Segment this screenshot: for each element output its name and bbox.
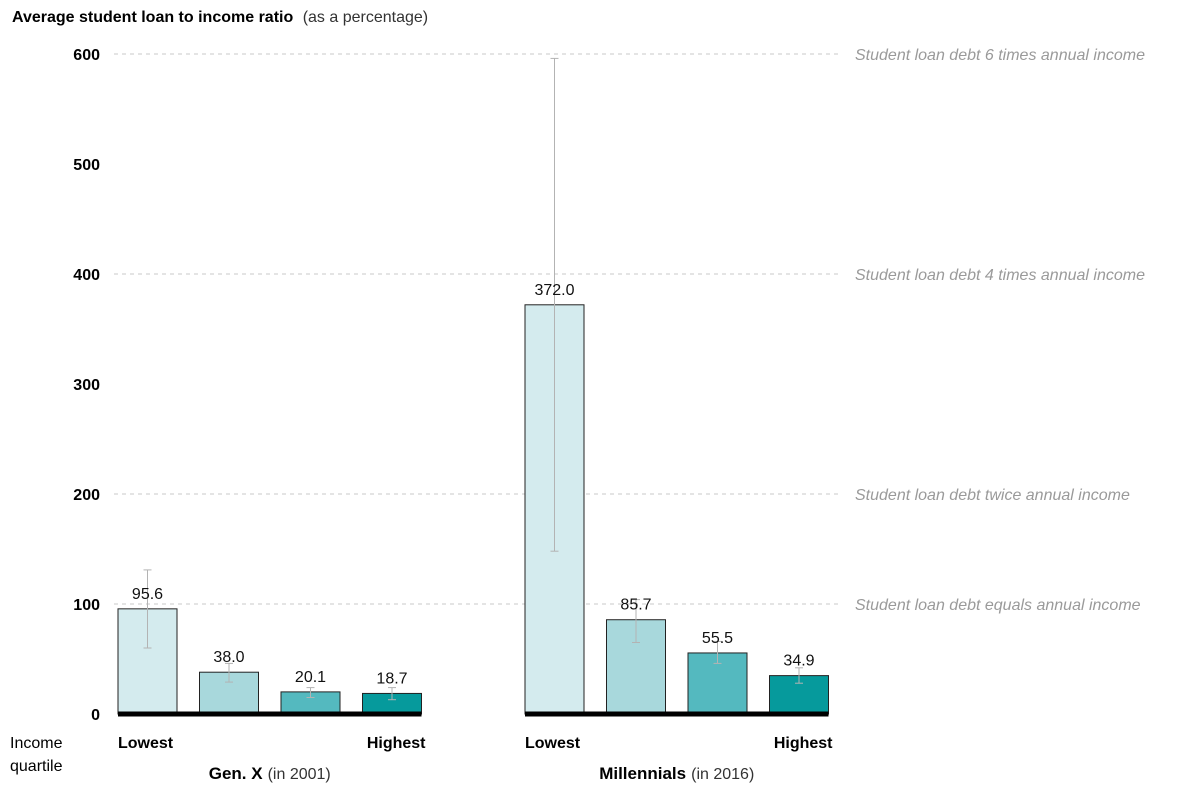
value-label-0-2: 20.1 (295, 669, 326, 686)
group-0: 95.6 38.0 20.1 18.7 (117, 569, 422, 717)
reference-label-600: Student loan debt 6 times annual income (855, 47, 1145, 64)
group-note-0: (in 2001) (268, 766, 331, 783)
y-tick-label-500: 500 (73, 157, 100, 174)
y-tick-label-400: 400 (73, 267, 100, 284)
y-tick-label-600: 600 (73, 47, 100, 64)
reference-label-100: Student loan debt equals annual income (855, 597, 1141, 614)
quartile-high-label-0: Highest (367, 735, 426, 752)
chart-title-note: (as a percentage) (303, 9, 428, 26)
value-label-1-1: 85.7 (620, 597, 651, 614)
value-label-1-3: 34.9 (783, 653, 814, 670)
chart-title-main: Average student loan to income ratio (12, 9, 293, 26)
bar-series: 95.6 38.0 20.1 18.7 372.0 85.7 55.5 34.9 (117, 57, 829, 717)
y-tick-label-100: 100 (73, 597, 100, 614)
quartile-low-label-1: Lowest (525, 735, 581, 752)
quartile-high-label-1: Highest (774, 735, 833, 752)
group-note-1: (in 2016) (691, 766, 754, 783)
value-label-0-1: 38.0 (213, 649, 244, 666)
value-label-1-2: 55.5 (702, 630, 733, 647)
value-label-1-0: 372.0 (534, 282, 574, 299)
group-1: 372.0 85.7 55.5 34.9 (524, 57, 829, 717)
group-label-1: Millennials (in 2016) (599, 764, 754, 783)
group-name-1: Millennials (599, 764, 686, 783)
reference-lines: Student loan debt 6 times annual income S… (114, 47, 1145, 614)
y-tick-label-300: 300 (73, 377, 100, 394)
y-tick-label-0: 0 (91, 707, 100, 724)
reference-label-200: Student loan debt twice annual income (855, 487, 1130, 504)
reference-label-400: Student loan debt 4 times annual income (855, 267, 1145, 284)
y-tick-label-200: 200 (73, 487, 100, 504)
quartile-low-label-0: Lowest (118, 735, 174, 752)
group-label-0: Gen. X (in 2001) (209, 764, 331, 783)
value-label-0-3: 18.7 (376, 670, 407, 687)
x-axis-title-line1: Income (10, 735, 63, 752)
chart-title: Average student loan to income ratio (as… (12, 9, 428, 26)
group-name-0: Gen. X (209, 764, 264, 783)
value-label-0-0: 95.6 (132, 586, 163, 603)
x-axis-title-line2: quartile (10, 758, 63, 775)
y-axis: 0 100 200 300 400 500 600 (73, 47, 100, 724)
